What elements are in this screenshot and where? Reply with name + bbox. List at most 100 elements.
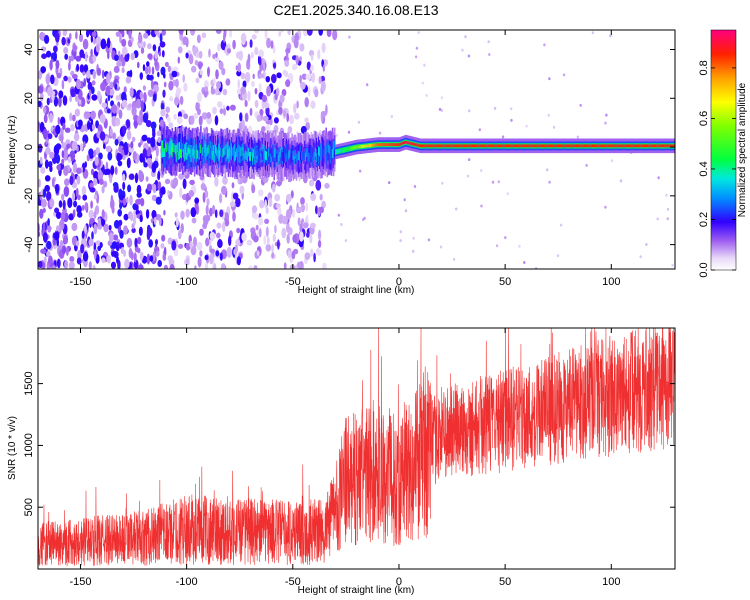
spectrogram-signal-cell: [281, 152, 284, 161]
snr-frame: [37, 327, 676, 570]
spectrogram-signal-cell: [488, 144, 491, 148]
spectrogram-signal-cell: [398, 143, 401, 147]
spectrogram-noise-blob: [155, 239, 158, 246]
spectrogram-noise-blob: [322, 262, 327, 269]
spectrogram-noise-blob: [414, 55, 418, 59]
spectrogram-noise-blob: [156, 130, 162, 137]
spectrogram-noise-blob: [306, 61, 311, 71]
spectrogram-noise-blob: [304, 117, 309, 123]
spectrogram-noise-blob: [299, 74, 302, 84]
spectrogram-signal-cell: [546, 144, 548, 148]
spectrogram-noise-blob: [180, 223, 184, 234]
spectrogram-signal-cell: [354, 146, 356, 149]
spectrogram-noise-blob: [62, 30, 67, 37]
spectrogram-noise-blob: [201, 32, 207, 39]
spectrogram-noise-blob: [198, 63, 202, 70]
spectrogram-noise-blob: [205, 190, 209, 198]
spectrogram-noise-blob: [99, 114, 106, 124]
spectrogram-signal-cell: [378, 143, 381, 147]
spectrogram-noise-blob: [202, 215, 209, 223]
spectrogram-noise-blob: [604, 205, 607, 209]
spectrogram-noise-blob: [38, 178, 41, 188]
spectrogram-noise-blob: [68, 213, 74, 221]
spectrogram-noise-blob: [277, 206, 282, 216]
spectrogram-signal-cell: [538, 144, 541, 148]
spectrogram-noise-blob: [497, 180, 500, 184]
spectrogram-signal-cell: [308, 152, 310, 162]
spectrogram-signal-cell: [238, 152, 240, 161]
colorbar-gradient: [710, 29, 737, 271]
spectrogram-signal-cell: [479, 144, 481, 148]
spectrogram-signal-cell: [313, 142, 316, 160]
spectrogram-signal-cell: [536, 144, 539, 148]
spectrogram-noise-blob: [81, 185, 87, 196]
spectrogram-noise-blob: [232, 211, 236, 222]
spectrogram-signal-cell: [522, 144, 525, 148]
spectrogram-noise-blob: [238, 50, 244, 61]
spectrogram-noise-blob: [150, 121, 157, 130]
spectrogram-noise-blob: [99, 178, 104, 185]
spectrogram-noise-blob: [54, 231, 60, 241]
spectrogram-noise-blob: [80, 243, 85, 254]
spectrogram-noise-blob: [185, 52, 189, 59]
spectrogram-signal-cell: [233, 147, 235, 165]
spectrogram-noise-blob: [518, 244, 521, 248]
spectrogram-noise-blob: [66, 246, 69, 257]
spectrogram-noise-blob: [359, 169, 362, 173]
spectrogram-signal-cell: [325, 145, 327, 154]
spectrogram-noise-blob: [289, 114, 294, 125]
spectrogram-signal-cell: [400, 142, 403, 146]
spectrogram-noise-blob: [604, 121, 607, 125]
spectrogram-noise-blob: [60, 134, 64, 144]
colorbar-tick-label: 0.2: [698, 212, 710, 227]
spectrogram-noise-blob: [52, 51, 58, 62]
spectrogram-signal-cell: [321, 152, 323, 161]
spectrogram-noise-blob: [284, 59, 290, 67]
spectrogram-noise-blob: [38, 100, 42, 107]
spectrogram-noise-blob: [95, 205, 99, 212]
spectrogram-noise-blob: [139, 153, 145, 163]
spectrogram-noise-blob: [276, 72, 282, 79]
spectrogram-noise-blob: [126, 130, 132, 140]
spectrogram-noise-blob: [215, 69, 219, 80]
spectrogram-noise-blob: [47, 218, 50, 226]
spectrogram-signal-cell: [359, 145, 361, 149]
spectrogram-noise-blob: [154, 30, 159, 35]
spectrogram-noise-blob: [40, 66, 46, 74]
spectrogram-noise-blob: [619, 179, 623, 183]
spectrogram-noise-blob: [285, 208, 292, 220]
spectrogram-noise-blob: [318, 229, 322, 241]
spectrogram-noise-blob: [111, 241, 118, 249]
spectrogram-noise-blob: [219, 252, 223, 261]
spectrogram-signal-cell: [201, 140, 203, 158]
spectrogram-noise-blob: [295, 55, 299, 65]
spectrogram-noise-blob: [133, 252, 137, 263]
spectrogram-signal-cell: [201, 149, 203, 159]
spectrogram-signal-cell: [573, 144, 576, 148]
spectrogram-signal-cell: [666, 144, 668, 148]
spectrogram-noise-blob: [69, 175, 74, 186]
snr-x-tick-label: -100: [176, 576, 198, 588]
spectrogram-signal-cell: [161, 142, 164, 152]
spectrogram-signal-cell: [206, 147, 209, 157]
spectrogram-noise-blob: [310, 222, 316, 229]
spectrogram-noise-blob: [80, 80, 84, 89]
spectrogram-noise-blob: [440, 109, 443, 112]
spectrogram-noise-blob: [115, 117, 121, 127]
spectrogram-signal-cell: [523, 144, 526, 148]
spectrogram-noise-blob: [131, 106, 137, 116]
spectrogram-noise-blob: [161, 234, 166, 242]
spectrogram-noise-blob: [237, 79, 240, 89]
spectrogram-noise-blob: [81, 230, 85, 239]
spectrogram-noise-blob: [49, 198, 55, 208]
spectrogram-noise-blob: [78, 33, 84, 43]
spectrogram-signal-cell: [254, 148, 256, 157]
spectrogram-signal-cell: [274, 148, 277, 158]
spectrogram-signal-cell: [236, 148, 238, 158]
spectrogram-noise-blob: [72, 45, 78, 51]
spectrogram-signal-cell: [409, 141, 411, 145]
spectrogram-signal-cell: [332, 144, 335, 154]
spectrogram-noise-blob: [94, 156, 99, 166]
spectrogram-noise-blob: [313, 252, 316, 263]
